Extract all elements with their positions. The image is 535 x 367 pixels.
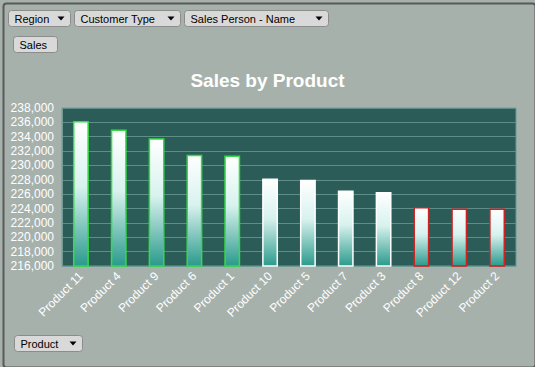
svg-text:230,000: 230,000 bbox=[11, 158, 55, 172]
svg-text:Product 2: Product 2 bbox=[456, 269, 502, 315]
svg-text:222,000: 222,000 bbox=[11, 216, 55, 230]
svg-text:Product 7: Product 7 bbox=[304, 269, 351, 316]
svg-text:Product 1: Product 1 bbox=[191, 269, 238, 316]
svg-text:Product 6: Product 6 bbox=[153, 269, 200, 316]
svg-text:Region: Region bbox=[15, 13, 50, 25]
svg-text:Sales: Sales bbox=[20, 39, 48, 51]
svg-text:228,000: 228,000 bbox=[11, 173, 55, 187]
svg-text:218,000: 218,000 bbox=[11, 245, 55, 259]
svg-text:Sales Person - Name: Sales Person - Name bbox=[191, 13, 296, 25]
svg-text:Product: Product bbox=[21, 338, 59, 350]
svg-text:238,000: 238,000 bbox=[11, 101, 55, 115]
svg-text:234,000: 234,000 bbox=[11, 130, 55, 144]
svg-text:236,000: 236,000 bbox=[11, 115, 55, 129]
svg-text:216,000: 216,000 bbox=[11, 259, 55, 273]
svg-text:Product 11: Product 11 bbox=[36, 269, 86, 319]
svg-text:Product 5: Product 5 bbox=[266, 269, 313, 316]
svg-text:Customer Type: Customer Type bbox=[81, 13, 155, 25]
svg-text:220,000: 220,000 bbox=[11, 230, 55, 244]
svg-text:Sales by Product: Sales by Product bbox=[190, 70, 345, 91]
svg-text:Product 9: Product 9 bbox=[115, 269, 162, 316]
svg-text:Product 8: Product 8 bbox=[380, 269, 427, 316]
svg-text:224,000: 224,000 bbox=[11, 202, 55, 216]
svg-text:232,000: 232,000 bbox=[11, 144, 55, 158]
svg-text:Product 4: Product 4 bbox=[77, 269, 124, 316]
svg-text:226,000: 226,000 bbox=[11, 187, 55, 201]
svg-text:Product 12: Product 12 bbox=[413, 269, 464, 320]
svg-text:Product 3: Product 3 bbox=[342, 269, 389, 316]
svg-text:Product 10: Product 10 bbox=[224, 269, 275, 320]
